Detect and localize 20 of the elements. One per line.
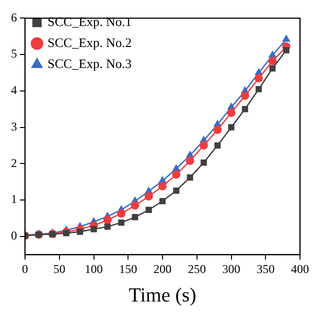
x-tick-label: 400 xyxy=(291,262,309,276)
y-tick-label: 4 xyxy=(11,83,17,98)
y-tick-label: 0 xyxy=(11,228,17,243)
x-tick-label: 350 xyxy=(256,262,275,276)
x-tick-label: 200 xyxy=(154,262,172,276)
legend-label: SCC_Exp. No.2 xyxy=(48,34,132,50)
x-tick-label: 150 xyxy=(119,262,138,276)
x-tick-label: 300 xyxy=(222,262,240,276)
x-tick-label: 0 xyxy=(22,262,28,276)
y-tick-label: 6 xyxy=(11,10,17,24)
legend-label: SCC_Exp. No.1 xyxy=(48,14,132,29)
x-tick-label: 50 xyxy=(53,262,66,276)
x-tick-label: 100 xyxy=(84,262,103,276)
y-tick-label: 5 xyxy=(11,46,17,61)
y-tick-label: 3 xyxy=(11,119,17,134)
legend-label: SCC_Exp. No.3 xyxy=(48,56,132,71)
x-tick-label: 250 xyxy=(188,262,206,276)
y-tick-label: 1 xyxy=(11,192,17,206)
y-tick-label: 2 xyxy=(11,156,17,170)
x-axis-title: Time (s) xyxy=(128,284,196,306)
